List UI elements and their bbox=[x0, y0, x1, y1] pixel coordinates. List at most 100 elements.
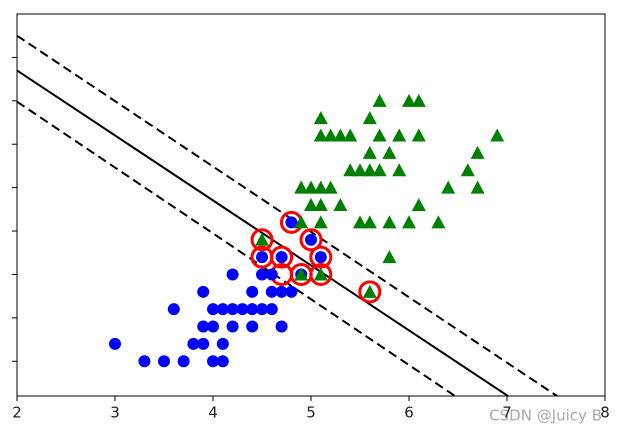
point-triangle bbox=[411, 128, 426, 142]
point-triangle bbox=[333, 198, 348, 211]
point-circle bbox=[285, 285, 298, 298]
point-triangle bbox=[490, 128, 505, 142]
point-triangle bbox=[470, 180, 485, 194]
point-triangle bbox=[304, 198, 318, 211]
decision-line bbox=[17, 100, 456, 396]
points-layer bbox=[109, 93, 505, 368]
point-circle bbox=[197, 337, 210, 350]
point-triangle bbox=[323, 128, 338, 142]
x-tick-label: 6 bbox=[404, 404, 414, 422]
x-tick-label: 5 bbox=[306, 404, 316, 422]
point-triangle bbox=[411, 198, 426, 211]
point-triangle bbox=[392, 128, 407, 142]
point-triangle bbox=[313, 180, 328, 194]
point-circle bbox=[167, 303, 180, 316]
point-circle bbox=[256, 303, 268, 316]
point-circle bbox=[187, 337, 200, 350]
point-circle bbox=[158, 355, 170, 368]
point-triangle bbox=[323, 180, 338, 194]
point-triangle bbox=[441, 180, 456, 194]
x-tick-label: 2 bbox=[12, 404, 22, 422]
x-tick-label: 4 bbox=[208, 404, 218, 422]
point-triangle bbox=[313, 267, 328, 281]
point-circle bbox=[216, 303, 229, 316]
point-circle bbox=[197, 320, 210, 333]
point-circle bbox=[226, 303, 239, 316]
decision-line bbox=[17, 34, 558, 396]
point-triangle bbox=[343, 128, 358, 142]
watermark: CSDN @Juicy B bbox=[489, 407, 602, 425]
support-vector bbox=[250, 228, 274, 252]
point-circle bbox=[285, 216, 298, 229]
point-triangle bbox=[353, 163, 367, 177]
point-triangle bbox=[372, 128, 387, 142]
point-circle bbox=[207, 355, 219, 368]
support-vector bbox=[309, 245, 333, 269]
point-circle bbox=[207, 320, 219, 333]
point-triangle bbox=[411, 93, 426, 107]
point-triangle bbox=[313, 128, 328, 142]
point-circle bbox=[265, 303, 278, 316]
point-circle bbox=[275, 320, 288, 333]
support-vector bbox=[299, 228, 323, 252]
point-triangle bbox=[313, 198, 328, 211]
point-circle bbox=[246, 320, 259, 333]
point-circle bbox=[226, 320, 239, 333]
point-circle bbox=[236, 303, 249, 316]
point-circle bbox=[265, 268, 278, 281]
x-tick-label: 3 bbox=[110, 404, 120, 422]
point-triangle bbox=[362, 111, 377, 125]
point-circle bbox=[275, 251, 288, 264]
support-vector bbox=[358, 280, 382, 304]
point-triangle bbox=[313, 111, 328, 125]
point-circle bbox=[305, 233, 317, 246]
support-vector bbox=[270, 245, 294, 269]
point-triangle bbox=[294, 215, 309, 229]
point-circle bbox=[246, 285, 259, 298]
lines-layer bbox=[17, 34, 558, 396]
point-triangle bbox=[353, 215, 367, 229]
point-triangle bbox=[382, 250, 397, 264]
point-triangle bbox=[333, 128, 348, 142]
point-triangle bbox=[294, 180, 309, 194]
point-triangle bbox=[392, 163, 407, 177]
point-triangle bbox=[255, 232, 269, 246]
point-circle bbox=[226, 268, 239, 281]
point-triangle bbox=[362, 163, 377, 177]
x-tick-label: 8 bbox=[600, 404, 610, 422]
point-circle bbox=[138, 355, 151, 368]
point-triangle bbox=[294, 267, 309, 281]
point-triangle bbox=[372, 163, 387, 177]
point-triangle bbox=[362, 284, 377, 298]
point-circle bbox=[197, 285, 210, 298]
point-triangle bbox=[304, 180, 318, 194]
point-triangle bbox=[372, 93, 387, 107]
point-triangle bbox=[470, 145, 485, 159]
point-circle bbox=[216, 337, 229, 350]
point-circle bbox=[265, 285, 278, 298]
point-circle bbox=[256, 268, 268, 281]
point-triangle bbox=[382, 145, 397, 159]
point-triangle bbox=[313, 215, 328, 229]
point-triangle bbox=[402, 93, 416, 107]
point-triangle bbox=[362, 145, 377, 159]
support-vector bbox=[309, 262, 333, 286]
point-circle bbox=[207, 303, 219, 316]
point-circle bbox=[314, 251, 327, 264]
point-circle bbox=[246, 303, 259, 316]
point-circle bbox=[275, 285, 288, 298]
point-triangle bbox=[382, 215, 397, 229]
point-triangle bbox=[362, 215, 377, 229]
point-triangle bbox=[343, 163, 358, 177]
point-circle bbox=[216, 355, 229, 368]
point-triangle bbox=[402, 215, 416, 229]
point-triangle bbox=[460, 163, 475, 177]
decision-line bbox=[17, 69, 509, 396]
point-circle bbox=[177, 355, 190, 368]
point-circle bbox=[109, 337, 121, 350]
point-circle bbox=[256, 251, 268, 264]
point-triangle bbox=[431, 215, 446, 229]
x-tick-label: 7 bbox=[502, 404, 512, 422]
